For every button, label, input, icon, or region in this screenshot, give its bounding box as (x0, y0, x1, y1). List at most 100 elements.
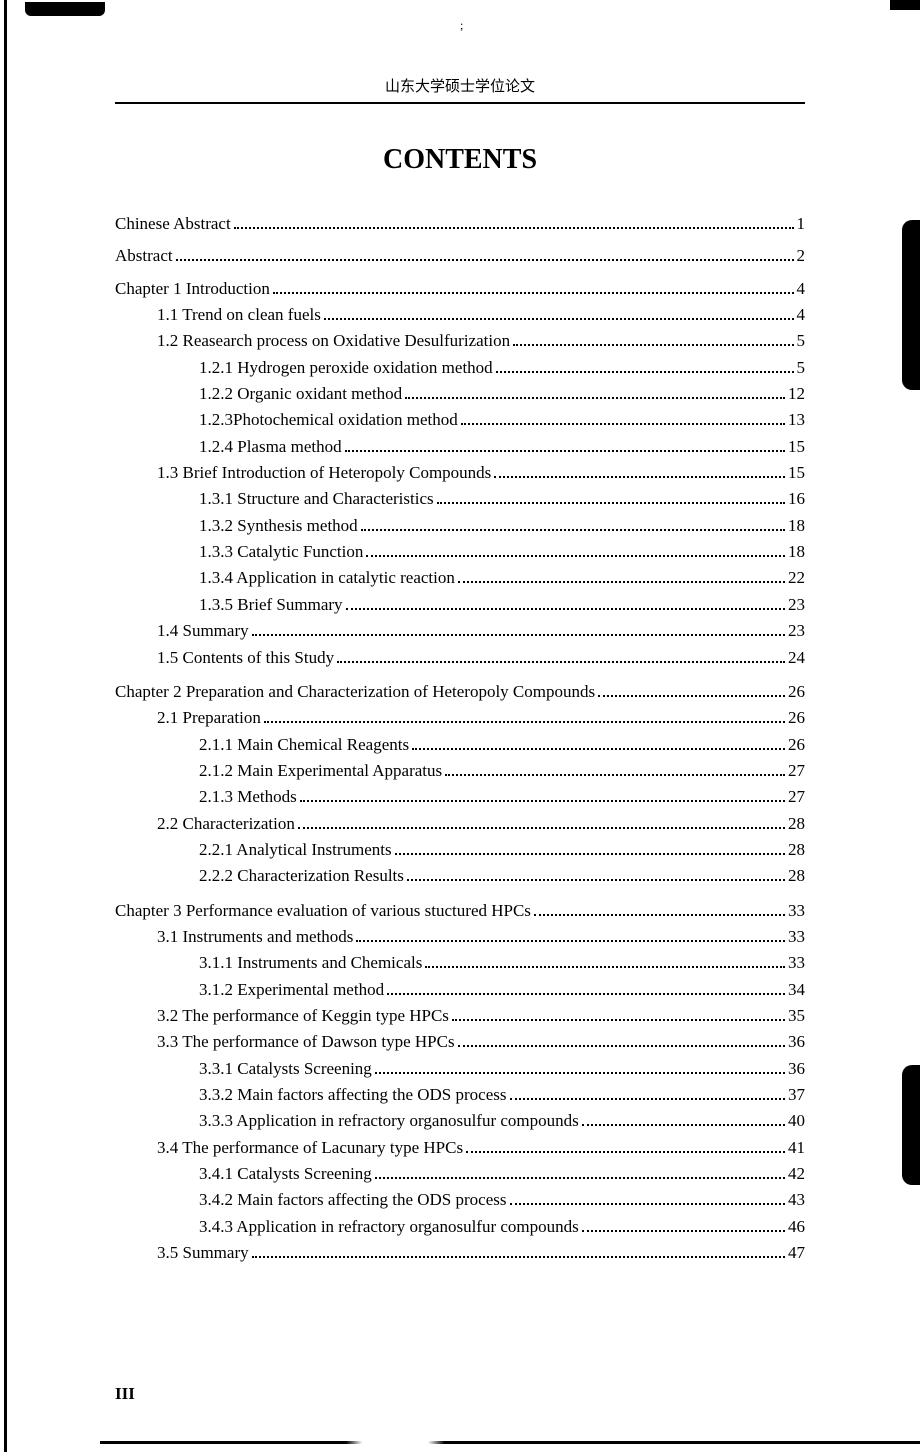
toc-label: 1.3.3 Catalytic Function (199, 539, 363, 565)
toc-page-number: 4 (797, 276, 806, 302)
toc-label: 3.3.3 Application in refractory organosu… (199, 1108, 579, 1134)
toc-label: 3.4.1 Catalysts Screening (199, 1161, 372, 1187)
toc-entry: 3.4.2 Main factors affecting the ODS pro… (115, 1187, 805, 1213)
toc-leader-dots (300, 800, 785, 802)
toc-entry: 2.1.2 Main Experimental Apparatus 27 (115, 758, 805, 784)
toc-page-number: 26 (788, 732, 805, 758)
toc-page-number: 41 (788, 1135, 805, 1161)
toc-leader-dots (252, 1256, 785, 1258)
toc-entry: 1.2 Reasearch process on Oxidative Desul… (115, 328, 805, 354)
toc-leader-dots (582, 1124, 785, 1126)
toc-leader-dots (510, 1098, 786, 1100)
toc-leader-dots (375, 1072, 785, 1074)
toc-entry: 1.3.5 Brief Summary 23 (115, 592, 805, 618)
toc-leader-dots (582, 1230, 785, 1232)
toc-label: 3.2 The performance of Keggin type HPCs (157, 1003, 449, 1029)
toc-leader-dots (510, 1203, 786, 1205)
toc-leader-dots (445, 774, 785, 776)
toc-label: 1.3.2 Synthesis method (199, 513, 358, 539)
toc-leader-dots (513, 344, 793, 346)
toc-entry: 2.2.2 Characterization Results28 (115, 863, 805, 889)
toc-page-number: 33 (788, 950, 805, 976)
toc-entry: 1.1 Trend on clean fuels4 (115, 302, 805, 328)
toc-label: Chapter 3 Performance evaluation of vari… (115, 898, 531, 924)
toc-label: 2.1.3 Methods (199, 784, 297, 810)
toc-leader-dots (496, 371, 794, 373)
toc-entry: Abstract2 (115, 243, 805, 269)
toc-label: 2.2.1 Analytical Instruments (199, 837, 392, 863)
toc-page-number: 36 (788, 1029, 805, 1055)
toc-label: 1.2.3Photochemical oxidation method (199, 407, 458, 433)
toc-page-number: 16 (788, 486, 805, 512)
toc-leader-dots (345, 450, 785, 452)
toc-entry: 1.2.1 Hydrogen peroxide oxidation method… (115, 355, 805, 381)
toc-page-number: 42 (788, 1161, 805, 1187)
toc-leader-dots (425, 966, 785, 968)
toc-leader-dots (234, 227, 794, 229)
toc-page-number: 37 (788, 1082, 805, 1108)
toc-leader-dots (356, 940, 785, 942)
toc-label: 3.4.2 Main factors affecting the ODS pro… (199, 1187, 507, 1213)
page-container: 山东大学硕士学位论文 CONTENTS Chinese Abstract1 Abs… (0, 0, 920, 1452)
toc-leader-dots (361, 529, 785, 531)
toc-label: 2.1.2 Main Experimental Apparatus (199, 758, 442, 784)
toc-label: 3.4 The performance of Lacunary type HPC… (157, 1135, 463, 1161)
toc-entry: 3.1 Instruments and methods33 (115, 924, 805, 950)
toc-entry: 2.1 Preparation26 (115, 705, 805, 731)
toc-page-number: 5 (797, 328, 806, 354)
toc-entry: 3.3.3 Application in refractory organosu… (115, 1108, 805, 1134)
toc-label: 1.3.4 Application in catalytic reaction (199, 565, 455, 591)
contents-title: CONTENTS (115, 144, 805, 176)
toc-leader-dots (407, 879, 785, 881)
toc-leader-dots (405, 397, 785, 399)
toc-entry: Chapter 1 Introduction 4 (115, 276, 805, 302)
page-number: III (115, 1384, 135, 1404)
toc-label: 1.3.5 Brief Summary (199, 592, 343, 618)
toc-leader-dots (437, 502, 785, 504)
toc-entry: 3.4.3 Application in refractory organosu… (115, 1214, 805, 1240)
toc-entry: 3.4.1 Catalysts Screening 42 (115, 1161, 805, 1187)
toc-entry: Chapter 3 Performance evaluation of vari… (115, 898, 805, 924)
running-header: 山东大学硕士学位论文 (115, 75, 805, 104)
toc-page-number: 23 (788, 592, 805, 618)
toc-label: Chinese Abstract (115, 211, 231, 237)
toc-leader-dots (252, 634, 785, 636)
toc-entry: 3.3.1 Catalysts Screening36 (115, 1056, 805, 1082)
toc-page-number: 28 (788, 811, 805, 837)
toc-entry: 1.3.2 Synthesis method18 (115, 513, 805, 539)
toc-leader-dots (346, 608, 785, 610)
toc-page-number: 34 (788, 977, 805, 1003)
toc-page-number: 2 (797, 243, 806, 269)
toc-entry: 1.3.3 Catalytic Function 18 (115, 539, 805, 565)
toc-page-number: 33 (788, 898, 805, 924)
toc-page-number: 15 (788, 434, 805, 460)
toc-label: 1.3.1 Structure and Characteristics (199, 486, 434, 512)
toc-label: Chapter 1 Introduction (115, 276, 270, 302)
toc-leader-dots (298, 827, 785, 829)
toc-leader-dots (458, 1045, 785, 1047)
toc-label: 1.5 Contents of this Study (157, 645, 334, 671)
toc-label: 3.5 Summary (157, 1240, 249, 1266)
toc-entry: 3.2 The performance of Keggin type HPCs3… (115, 1003, 805, 1029)
toc-page-number: 43 (788, 1187, 805, 1213)
toc-label: 2.2 Characterization (157, 811, 295, 837)
toc-leader-dots (273, 292, 794, 294)
toc-leader-dots (534, 914, 785, 916)
toc-label: 3.1 Instruments and methods (157, 924, 353, 950)
toc-leader-dots (337, 661, 785, 663)
toc-entry: Chinese Abstract1 (115, 211, 805, 237)
toc-label: 3.4.3 Application in refractory organosu… (199, 1214, 579, 1240)
toc-label: 3.3.1 Catalysts Screening (199, 1056, 372, 1082)
toc-page-number: 46 (788, 1214, 805, 1240)
toc-label: 1.2.4 Plasma method (199, 434, 342, 460)
toc-page-number: 26 (788, 705, 805, 731)
toc-page-number: 28 (788, 837, 805, 863)
toc-label: 1.3 Brief Introduction of Heteropoly Com… (157, 460, 491, 486)
toc-page-number: 27 (788, 758, 805, 784)
toc-page-number: 24 (788, 645, 805, 671)
toc-label: 3.1.1 Instruments and Chemicals (199, 950, 422, 976)
toc-leader-dots (375, 1177, 785, 1179)
toc-label: Chapter 2 Preparation and Characterizati… (115, 679, 595, 705)
toc-label: 3.3.2 Main factors affecting the ODS pro… (199, 1082, 507, 1108)
toc-page-number: 18 (788, 539, 805, 565)
